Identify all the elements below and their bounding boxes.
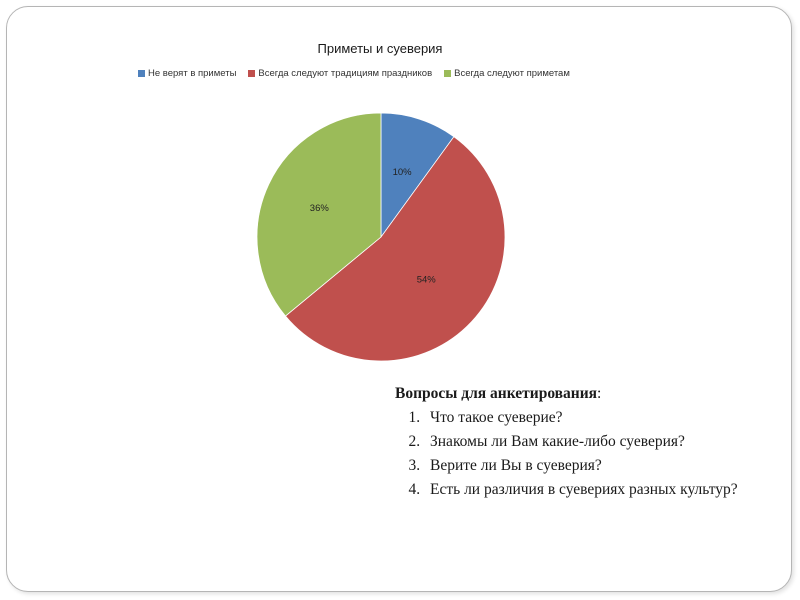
questions-list: Что такое суеверие? Знакомы ли Вам какие… xyxy=(380,406,780,502)
questions-heading-colon: : xyxy=(597,385,602,402)
question-item-4: Есть ли различия в суевериях разных куль… xyxy=(424,478,780,502)
legend-item-1: Всегда следуют традициям праздников xyxy=(248,68,432,79)
question-item-3: Верите ли Вы в суеверия? xyxy=(424,454,780,478)
legend-item-2: Всегда следуют приметам xyxy=(444,68,570,79)
legend-label-1: Всегда следуют традициям праздников xyxy=(258,68,433,79)
question-item-2: Знакомы ли Вам какие-либо суеверия? xyxy=(424,430,780,454)
slice-label-0: 10% xyxy=(393,167,413,178)
survey-questions: Вопросы для анкетирования: Что такое суе… xyxy=(380,385,780,502)
pie-slice-2 xyxy=(256,112,382,317)
legend-label-0: Не верят в приметы xyxy=(148,68,237,79)
questions-heading-text: Вопросы для анкетирования xyxy=(395,385,598,402)
legend-swatch-1 xyxy=(248,70,256,77)
chart-legend: Не верят в приметы Всегда следуют традиц… xyxy=(138,68,570,79)
pie-slice-0 xyxy=(380,112,455,239)
legend-item-0: Не верят в приметы xyxy=(138,68,236,79)
slice-label-2: 36% xyxy=(310,203,330,214)
legend-swatch-0 xyxy=(138,70,145,77)
legend-label-2: Всегда следуют приметам xyxy=(454,68,570,79)
questions-heading: Вопросы для анкетирования: xyxy=(395,385,780,403)
legend-swatch-2 xyxy=(444,70,452,77)
question-item-1: Что такое суеверие? xyxy=(424,406,780,430)
pie-slice-1 xyxy=(284,136,506,362)
slice-label-1: 54% xyxy=(417,274,437,285)
chart-title: Приметы и суеверия xyxy=(317,41,443,56)
